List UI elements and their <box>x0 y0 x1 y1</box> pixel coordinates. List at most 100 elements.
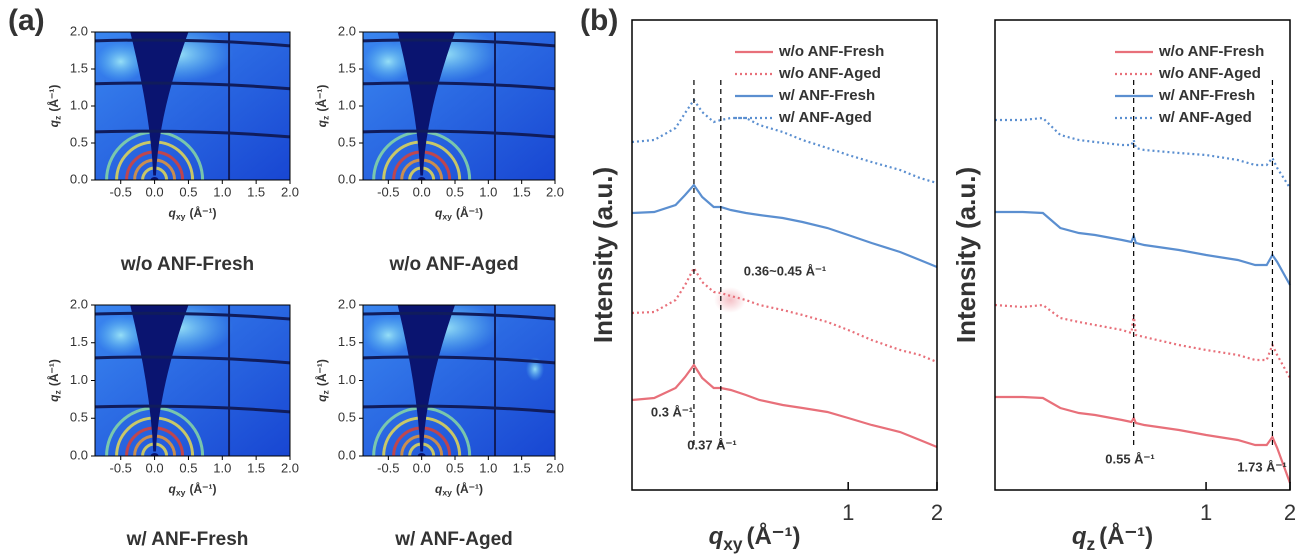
panel-label: (b) <box>580 4 618 37</box>
x-tick-label: 1 <box>1200 500 1212 525</box>
axis-subscript: z <box>321 116 331 120</box>
x-tick-label: 0.0 <box>413 184 431 199</box>
axis-unit: (Å⁻¹) <box>314 359 329 386</box>
axis-subscript: z <box>321 390 331 394</box>
x-tick-label: 1.5 <box>247 460 265 475</box>
x-tick-label: 0.5 <box>179 460 197 475</box>
legend-label: w/ ANF-Fresh <box>778 87 875 104</box>
y-tick-label: 2.0 <box>70 296 88 311</box>
legend-label: w/o ANF-Fresh <box>778 43 884 60</box>
image-spot <box>526 357 544 382</box>
axis-subscript: xy <box>176 212 186 222</box>
x-tick-label: 2.0 <box>281 184 299 199</box>
beamstop-shadow <box>130 32 189 176</box>
y-tick-label: 0.0 <box>70 171 88 186</box>
axis-symbol: q <box>435 482 443 496</box>
detector-gap <box>95 129 290 139</box>
x-tick-label: -0.5 <box>110 184 132 199</box>
beam-center <box>417 453 426 456</box>
x-tick-label: 1.0 <box>213 460 231 475</box>
highlight <box>714 287 746 313</box>
axis-label: qxy (Å⁻¹) <box>169 205 217 222</box>
axis-unit: (Å⁻¹) <box>314 85 329 112</box>
x-tick-label: 1.0 <box>479 460 497 475</box>
axis-subscript: xy <box>442 488 452 498</box>
axis-label: qz (Å⁻¹) <box>46 85 63 128</box>
image-glow <box>363 41 414 82</box>
detector-gap <box>363 404 555 414</box>
series-line <box>995 116 1291 189</box>
frame <box>631 19 938 491</box>
axis-subscript: z <box>1087 534 1096 554</box>
axis-subscript: z <box>53 116 63 120</box>
axis-label: qxy (Å⁻¹) <box>169 481 217 498</box>
axis-subscript: xy <box>442 212 452 222</box>
axis-label: qxy (Å⁻¹) <box>435 205 483 222</box>
annotation: 0.55 Å⁻¹ <box>1105 451 1155 466</box>
series-line <box>631 363 938 449</box>
y-axis-label: Intensity (a.u.) <box>588 167 618 343</box>
beamstop-shadow <box>397 32 455 176</box>
series-line <box>995 210 1291 286</box>
y-tick-label: 0.0 <box>338 171 356 186</box>
beamstop-shadow <box>130 305 189 452</box>
detector-gap <box>95 355 290 365</box>
y-tick-label: 0.5 <box>70 410 88 425</box>
beam-center <box>150 177 159 180</box>
axis-label: qxy (Å⁻¹) <box>435 481 483 498</box>
scattering-image <box>363 32 555 180</box>
legend-label: w/ ANF-Aged <box>778 109 872 126</box>
x-tick-label: 1 <box>842 500 854 525</box>
y-tick-label: 1.5 <box>70 334 88 349</box>
y-tick-label: 1.0 <box>70 372 88 387</box>
x-tick-label: 2.0 <box>281 460 299 475</box>
image-title: w/ ANF-Fresh <box>126 529 249 550</box>
axis-unit: (Å⁻¹) <box>46 359 61 386</box>
annotation: 1.73 Å⁻¹ <box>1237 459 1287 474</box>
series-line <box>631 183 938 269</box>
x-tick-label: 1.5 <box>247 184 265 199</box>
series-line <box>995 395 1292 484</box>
axis-subscript: z <box>53 390 63 394</box>
y-tick-label: 1.5 <box>338 60 356 75</box>
detector-gap <box>363 311 555 321</box>
y-tick-label: 1.5 <box>70 60 88 75</box>
axis-unit: (Å⁻¹) <box>189 481 216 496</box>
y-tick-label: 1.0 <box>338 372 356 387</box>
image-title: w/o ANF-Aged <box>388 254 518 275</box>
x-tick-label: 2 <box>931 500 943 525</box>
y-tick-label: 2.0 <box>338 296 356 311</box>
axis-symbol: q <box>435 206 443 220</box>
y-tick-label: 0.5 <box>70 134 88 149</box>
y-tick-label: 0.0 <box>338 447 356 462</box>
axis-label: qxy (Å⁻¹) <box>709 522 801 553</box>
y-axis-label: Intensity (a.u.) <box>951 167 981 343</box>
axis-symbol: q <box>1072 523 1087 550</box>
y-tick-label: 1.0 <box>70 97 88 112</box>
x-tick-label: 2 <box>1284 500 1296 525</box>
x-tick-label: 1.5 <box>513 184 531 199</box>
scattering-image <box>363 305 555 456</box>
image-glow <box>363 315 414 356</box>
detector-gap <box>95 38 290 48</box>
annotation: 0.3 Å⁻¹ <box>651 404 693 419</box>
legend-label: w/o ANF-Aged <box>1158 65 1261 82</box>
x-tick-label: 0.5 <box>179 184 197 199</box>
y-tick-label: 2.0 <box>70 23 88 38</box>
x-tick-label: -0.5 <box>110 460 132 475</box>
legend-label: w/o ANF-Fresh <box>1158 43 1264 60</box>
x-tick-label: 2.0 <box>546 184 564 199</box>
axis-unit: (Å⁻¹) <box>456 205 483 220</box>
axis-symbol: q <box>169 482 177 496</box>
axis-symbol: q <box>315 394 329 402</box>
detector-gap <box>95 81 290 91</box>
axis-unit: (Å⁻¹) <box>746 522 800 550</box>
axis-symbol: q <box>47 119 61 127</box>
axis-label: qz (Å⁻¹) <box>314 359 331 402</box>
axis-label: qz (Å⁻¹) <box>314 85 331 128</box>
y-tick-label: 1.0 <box>338 97 356 112</box>
detector-gap <box>363 81 555 91</box>
y-tick-label: 2.0 <box>338 23 356 38</box>
scattering-image <box>95 305 290 456</box>
